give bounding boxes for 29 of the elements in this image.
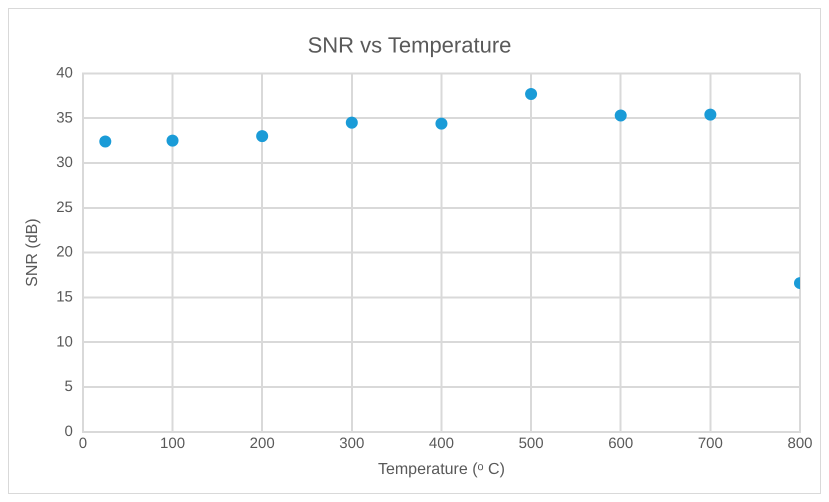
point: [99, 135, 112, 148]
x-tick-label: 800: [787, 434, 813, 452]
x-tick-label: 300: [339, 434, 364, 452]
point: [166, 134, 179, 147]
point: [704, 108, 716, 121]
y-tick-label: 15: [56, 288, 73, 306]
y-axis-title: SNR (dB): [24, 218, 42, 287]
point: [346, 116, 358, 129]
point: [525, 88, 538, 100]
x-tick-label: 200: [250, 434, 275, 452]
x-tick-label: 100: [160, 434, 186, 452]
y-tick-label: 0: [64, 422, 73, 440]
y-tick-label: 5: [64, 378, 73, 396]
x-tick-label: 700: [698, 434, 723, 452]
point: [614, 110, 627, 122]
x-axis-title: Temperature (ᵒ C): [378, 460, 505, 478]
y-tick-label: 35: [56, 109, 73, 126]
point: [256, 130, 268, 142]
x-tick-label: 500: [518, 434, 544, 452]
y-tick-label: 20: [56, 244, 73, 261]
x-tick-label: 600: [608, 434, 634, 452]
y-tick-label: 30: [56, 154, 73, 172]
point: [435, 118, 448, 130]
x-tick-label: 0: [78, 434, 88, 452]
chart-title: SNR vs Temperature: [308, 32, 512, 58]
y-tick-label: 40: [56, 64, 73, 82]
y-tick-label: 10: [56, 333, 73, 350]
x-tick-label: 400: [428, 434, 454, 452]
y-tick-label: 25: [56, 198, 73, 216]
